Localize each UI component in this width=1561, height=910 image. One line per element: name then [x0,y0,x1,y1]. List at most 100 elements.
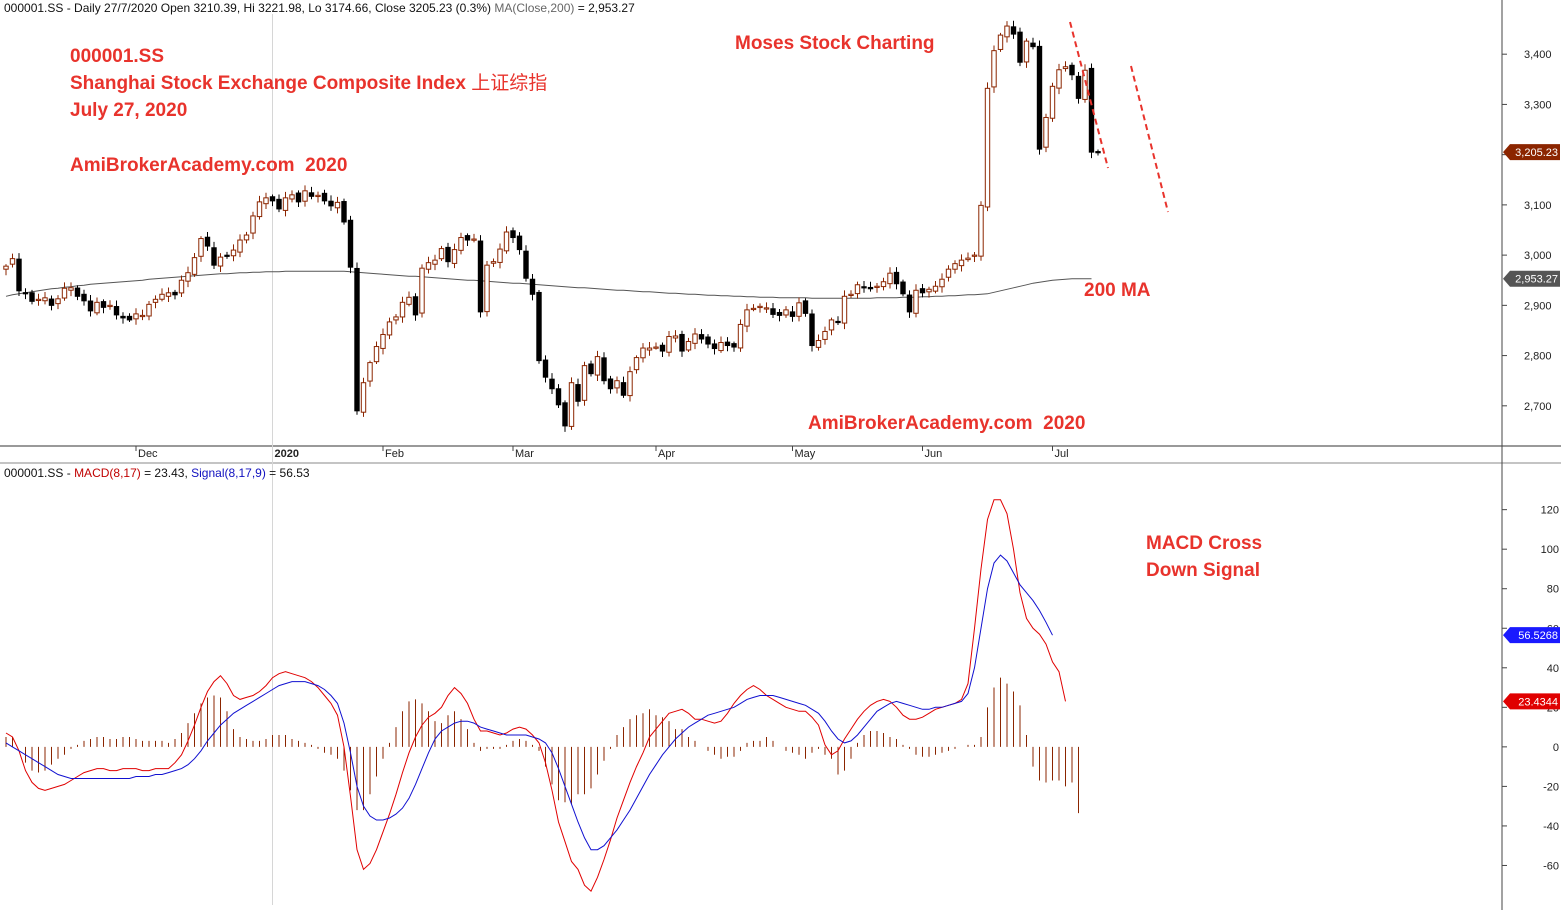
candle [217,253,224,273]
candle-body [523,250,529,279]
candle [328,195,334,211]
candle [588,360,594,377]
candle-body [165,292,172,297]
candle-body [354,267,360,412]
candle-body [848,293,854,296]
candle [178,275,185,297]
candle-body [679,333,685,352]
candle-body [367,362,373,382]
annotation-macd-cross-line2: Down Signal [1146,560,1260,581]
candle [230,244,237,262]
candle-body [295,192,302,203]
candle [575,378,581,407]
candle [887,267,893,289]
candle-body [419,267,425,314]
candle-body [139,314,146,318]
candle [854,281,861,299]
candle [770,302,776,319]
candle-body [555,388,562,406]
candle-body [35,298,42,302]
candle-body [536,291,542,362]
candle [698,329,705,344]
candle [152,295,159,309]
ma-value-tag-text: 2,953.27 [1515,274,1558,286]
price-y-tick-label: 3,100 [1524,200,1552,212]
annotation-title-block: 000001.SS Shanghai Stock Exchange Compos… [70,43,547,124]
candle-body [861,286,867,289]
candle-body [1030,42,1036,48]
candle-body [991,50,997,88]
candle [224,251,230,259]
candle [835,316,841,326]
candle [568,377,575,430]
x-axis-label: Apr [658,448,675,460]
candle-body [250,215,256,234]
candle-body [939,278,945,288]
candle-body [1036,45,1043,150]
candle [978,201,984,261]
candle [542,355,549,383]
candle [627,366,633,402]
candle-body [133,313,139,320]
candle [412,293,419,321]
macd-y-tick-label: 80 [1547,584,1559,596]
candle [633,355,640,374]
macd-y-tick-label: -60 [1543,860,1559,872]
candle-body [887,272,893,285]
candle [614,376,620,394]
candle [354,262,360,415]
annotation-macd-cross: MACD Cross Down Signal [1146,530,1262,584]
candle-body [393,316,399,321]
price-y-tick-label: 2,900 [1524,300,1552,312]
candle [679,330,685,357]
candle-body [276,198,282,210]
candle-body [464,235,471,241]
candle-body [315,194,321,198]
candle-body [646,347,653,351]
last-close-tag: 3,205.23 [1503,144,1560,161]
candle [451,243,458,269]
price-y-tick-label: 3,000 [1524,250,1552,262]
candle [204,231,211,251]
candle [809,309,815,352]
candle-body [347,219,354,268]
candle [900,279,906,297]
candle-body [802,300,809,314]
price-symbol: 000001.SS [4,1,64,15]
candle [9,253,16,268]
candle [360,377,367,417]
candle [497,243,503,269]
candle-body [796,302,802,317]
candle [185,266,191,288]
candle-body [120,315,126,319]
candle [87,295,94,317]
candle [705,334,711,349]
candle-body [854,284,861,295]
candle-body [945,268,952,278]
candle-body [1010,26,1017,35]
candle [3,264,9,276]
candle-body [159,293,165,300]
candle-body [224,254,230,257]
x-axis-label: Jun [925,448,943,460]
candle-body [607,378,614,390]
signal-value-tag: 56.5268 [1503,627,1560,644]
candle [1095,149,1101,156]
candle-body [867,286,874,290]
annotation-ticker: 000001.SS [70,46,165,67]
candle [1056,63,1062,95]
candle [919,284,926,298]
candle [523,245,529,282]
candle-body [185,272,191,282]
candle [55,295,61,310]
ma-value-tag: 2,953.27 [1503,270,1560,287]
candle [16,253,22,296]
macd-y-tick-label: -20 [1543,781,1559,793]
candle [906,290,913,318]
x-axis-label: 2020 [275,448,299,460]
candle-body [217,256,224,267]
ma-value: = 2,953.27 [574,1,635,15]
candle [802,298,809,317]
annotation-site-bottom: AmiBrokerAcademy.com 2020 [808,413,1086,434]
candle [971,252,978,263]
